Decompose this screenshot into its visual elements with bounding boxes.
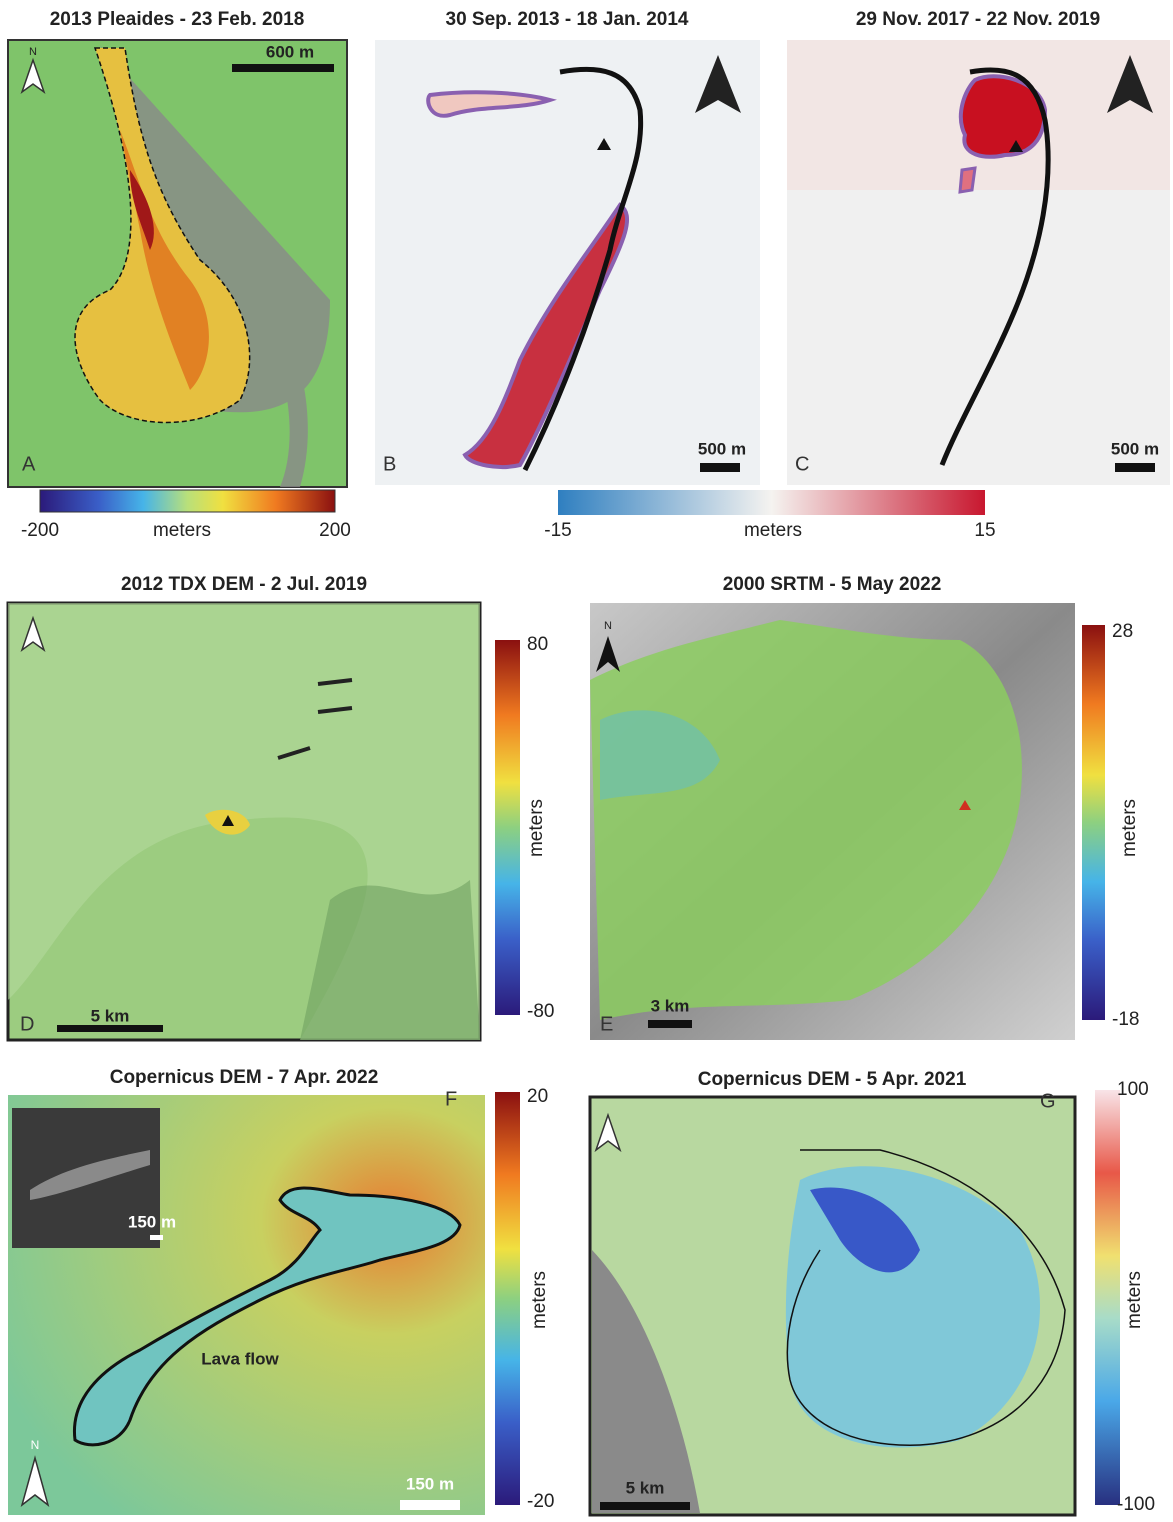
colorbar-min: -100: [1117, 1494, 1155, 1515]
scale-label: 500 m: [1111, 439, 1159, 458]
scale-bar: [648, 1020, 692, 1028]
panel-title: Copernicus DEM - 5 Apr. 2021: [698, 1069, 967, 1090]
colorbar: [1095, 1090, 1120, 1505]
colorbar-label: meters: [529, 1271, 550, 1329]
panel-letter: G: [1040, 1090, 1056, 1112]
colorbar-max: 28: [1112, 621, 1133, 642]
scale-bar: [1115, 463, 1155, 472]
colorbar-label: meters: [1119, 799, 1140, 857]
north-label: N: [604, 620, 612, 632]
relief: [592, 1250, 700, 1513]
colorbar-min: -200: [21, 520, 59, 541]
summit-marker: [597, 138, 611, 150]
colorbar-label: meters: [1124, 1271, 1145, 1329]
shaded-channel: [100, 45, 330, 487]
caldera-rim: [786, 1149, 1066, 1446]
colorbar-min: -15: [544, 520, 571, 541]
colorbar: [1082, 625, 1105, 1020]
colorbar-max: 200: [319, 520, 351, 541]
panel-letter: C: [795, 453, 809, 475]
track-line: [939, 67, 1051, 466]
panel-title: 2012 TDX DEM - 2 Jul. 2019: [121, 574, 367, 595]
summit-marker: [1009, 140, 1023, 152]
north-label: N: [31, 1438, 40, 1452]
colorbar-min: -20: [527, 1491, 554, 1512]
north-arrow: [20, 57, 46, 95]
north-arrow: [594, 1112, 622, 1153]
colorbar: [495, 640, 520, 1015]
relief: [300, 880, 480, 1040]
panel-letter: E: [600, 1013, 613, 1035]
north-arrow: [20, 615, 46, 653]
arrows: [277, 678, 353, 760]
scale-label: 3 km: [651, 996, 690, 1015]
colorbar-max: 15: [974, 520, 995, 541]
subsidence: [810, 1187, 920, 1273]
scale-label: 600 m: [266, 42, 314, 61]
change-outline: [462, 202, 629, 469]
colorbar-min: -18: [1112, 1009, 1139, 1030]
scale-label: 5 km: [91, 1006, 130, 1025]
change-outline: [958, 166, 977, 194]
panel-title: Copernicus DEM - 7 Apr. 2022: [110, 1067, 379, 1088]
change-outline: [426, 90, 557, 118]
panel-letter: B: [383, 453, 396, 475]
colorbar-label: meters: [744, 520, 802, 541]
inset-scale-bar: [150, 1235, 163, 1240]
north-arrow: [20, 1455, 50, 1507]
track-line: [522, 66, 644, 472]
scale-bar: [57, 1025, 163, 1032]
panel-title: 2000 SRTM - 5 May 2022: [723, 574, 942, 595]
colorbar: [558, 490, 985, 515]
colorbar-max: 80: [527, 634, 548, 655]
colorbar-max: 100: [1117, 1079, 1149, 1100]
scale-label: 150 m: [406, 1474, 454, 1493]
summit-marker: [959, 800, 971, 810]
annotation: Lava flow: [201, 1349, 279, 1368]
change-area: [590, 620, 1022, 1020]
scale-label: 5 km: [626, 1478, 665, 1497]
panel-letter: A: [22, 453, 36, 475]
panel-letter: D: [20, 1013, 34, 1035]
change-area: [600, 710, 720, 800]
colorbar: [39, 489, 336, 513]
scale-bar: [400, 1500, 460, 1510]
panel-title: 2013 Pleaides - 23 Feb. 2018: [50, 9, 305, 30]
inset-flow: [30, 1150, 150, 1200]
colorbar-label: meters: [526, 799, 547, 857]
colorbar-label: meters: [153, 520, 211, 541]
north-arrow: [1107, 55, 1153, 113]
north-arrow: [596, 636, 620, 672]
colorbar: [495, 1092, 520, 1505]
colorbar-min: -80: [527, 1001, 554, 1022]
north-arrow: [695, 55, 741, 113]
scale-bar: [700, 463, 740, 472]
inset-scale-label: 150 m: [128, 1212, 176, 1231]
panel-letter: F: [445, 1088, 457, 1110]
scale-label: 500 m: [698, 439, 746, 458]
flow-max: [130, 170, 154, 250]
lava-flow-outline: [72, 1186, 462, 1447]
north-label: N: [29, 46, 37, 58]
summit-marker: [222, 815, 234, 826]
panel-title: 30 Sep. 2013 - 18 Jan. 2014: [446, 9, 689, 30]
colorbar-max: 20: [527, 1086, 548, 1107]
panel-title: 29 Nov. 2017 - 22 Nov. 2019: [856, 9, 1100, 30]
scale-bar: [600, 1502, 690, 1510]
scale-bar: [232, 64, 334, 72]
